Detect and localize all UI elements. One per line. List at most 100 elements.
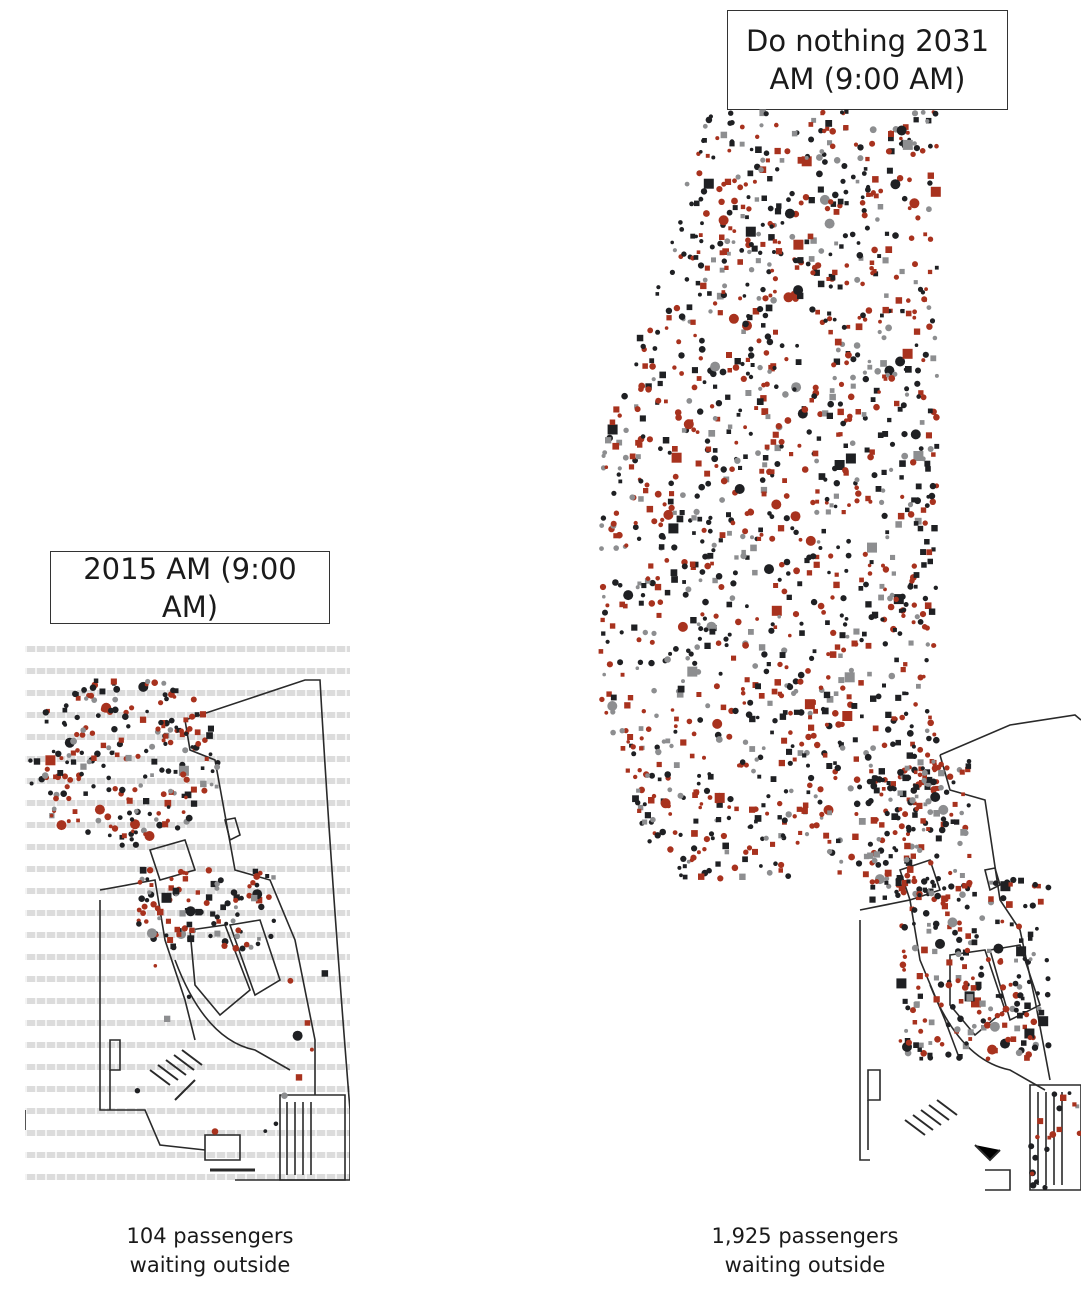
passenger-dot — [868, 763, 873, 768]
passenger-dot — [119, 786, 126, 794]
passenger-dot — [622, 454, 629, 461]
passenger-dot — [699, 150, 703, 154]
passenger-dot — [782, 478, 787, 483]
passenger-dot — [912, 812, 918, 818]
passenger-dot — [911, 944, 919, 952]
passenger-dot — [813, 269, 820, 276]
passenger-dot — [813, 794, 818, 799]
passenger-dot — [133, 830, 138, 835]
passenger-dot — [974, 934, 979, 939]
passenger-dot — [781, 737, 788, 744]
passenger-dot — [912, 309, 917, 315]
passenger-dot — [129, 705, 135, 711]
passenger-dot — [858, 256, 864, 261]
passenger-dot — [911, 563, 917, 569]
passenger-dot — [827, 400, 834, 408]
passenger-dot — [649, 579, 656, 587]
passenger-dot — [844, 280, 850, 286]
passenger-dot — [126, 797, 133, 804]
passenger-dot — [891, 786, 897, 792]
passenger-dot — [727, 424, 733, 429]
passenger-dot — [702, 598, 709, 606]
passenger-dot — [712, 301, 718, 306]
passenger-dot — [702, 380, 707, 385]
passenger-dot — [985, 957, 991, 963]
passenger-dot — [624, 543, 629, 548]
passenger-dot — [917, 619, 924, 625]
passenger-dot — [619, 728, 625, 734]
passenger-dot — [941, 903, 948, 910]
passenger-dot — [742, 739, 749, 745]
passenger-dot — [1018, 877, 1024, 884]
passenger-dot — [70, 750, 76, 756]
passenger-dot — [678, 220, 683, 225]
passenger-dot — [816, 154, 823, 161]
passenger-dot — [635, 454, 641, 460]
passenger-dot — [79, 771, 84, 777]
passenger-dot — [980, 1018, 986, 1024]
passenger-dot — [1031, 951, 1036, 957]
passenger-dot — [214, 881, 220, 887]
passenger-dot — [602, 450, 608, 455]
passenger-dot — [924, 973, 929, 978]
passenger-dot — [214, 885, 220, 891]
passenger-dot — [672, 248, 677, 253]
passenger-dot — [826, 696, 834, 703]
passenger-dot — [938, 826, 946, 834]
passenger-dot — [143, 774, 148, 779]
passenger-dot — [844, 201, 849, 206]
passenger-dot — [949, 1004, 956, 1010]
passenger-dot — [857, 784, 863, 790]
passenger-dot — [910, 459, 917, 466]
passenger-dot — [65, 760, 69, 765]
passenger-dot — [978, 971, 985, 978]
passenger-dot — [814, 509, 820, 515]
passenger-dot — [638, 478, 644, 484]
passenger-dot — [921, 358, 926, 363]
passenger-dot — [690, 319, 696, 325]
passenger-dot — [860, 714, 864, 719]
passenger-dot — [186, 994, 192, 999]
passenger-dot — [638, 600, 644, 606]
passenger-dot — [938, 784, 944, 791]
passenger-dot — [706, 867, 712, 874]
passenger-dot — [729, 466, 735, 473]
passenger-dot — [167, 937, 174, 943]
passenger-dot — [884, 810, 890, 817]
passenger-dot — [922, 775, 927, 780]
passenger-dot — [680, 739, 687, 746]
passenger-dot — [731, 197, 738, 205]
passenger-dot — [761, 323, 766, 328]
passenger-dot — [210, 880, 217, 888]
passenger-dot — [854, 812, 859, 816]
passenger-dot — [861, 412, 867, 417]
passenger-dot — [839, 859, 844, 864]
passenger-dot — [200, 780, 207, 788]
passenger-dot — [705, 703, 711, 709]
passenger-dot — [691, 731, 697, 737]
passenger-dot — [739, 873, 746, 880]
passenger-dot — [955, 975, 962, 981]
passenger-dot — [783, 493, 790, 499]
passenger-dot — [179, 728, 184, 734]
passenger-dot — [802, 194, 810, 201]
passenger-dot — [879, 583, 885, 589]
passenger-dot — [699, 569, 706, 575]
passenger-dot — [724, 849, 730, 855]
passenger-dot — [718, 671, 723, 676]
passenger-dot — [599, 583, 607, 591]
passenger-dot — [173, 688, 179, 694]
passenger-dot — [698, 626, 704, 632]
passenger-dot — [621, 392, 628, 400]
passenger-dot — [93, 678, 99, 683]
passenger-dot — [879, 792, 884, 797]
passenger-dot — [774, 147, 781, 155]
passenger-dot — [135, 753, 141, 759]
passenger-dot — [107, 833, 112, 838]
passenger-dot — [70, 737, 77, 745]
passenger-dot — [727, 120, 733, 126]
passenger-dot — [770, 268, 775, 273]
passenger-dot — [915, 215, 921, 221]
passenger-dot — [853, 628, 860, 635]
passenger-dot — [840, 420, 847, 427]
